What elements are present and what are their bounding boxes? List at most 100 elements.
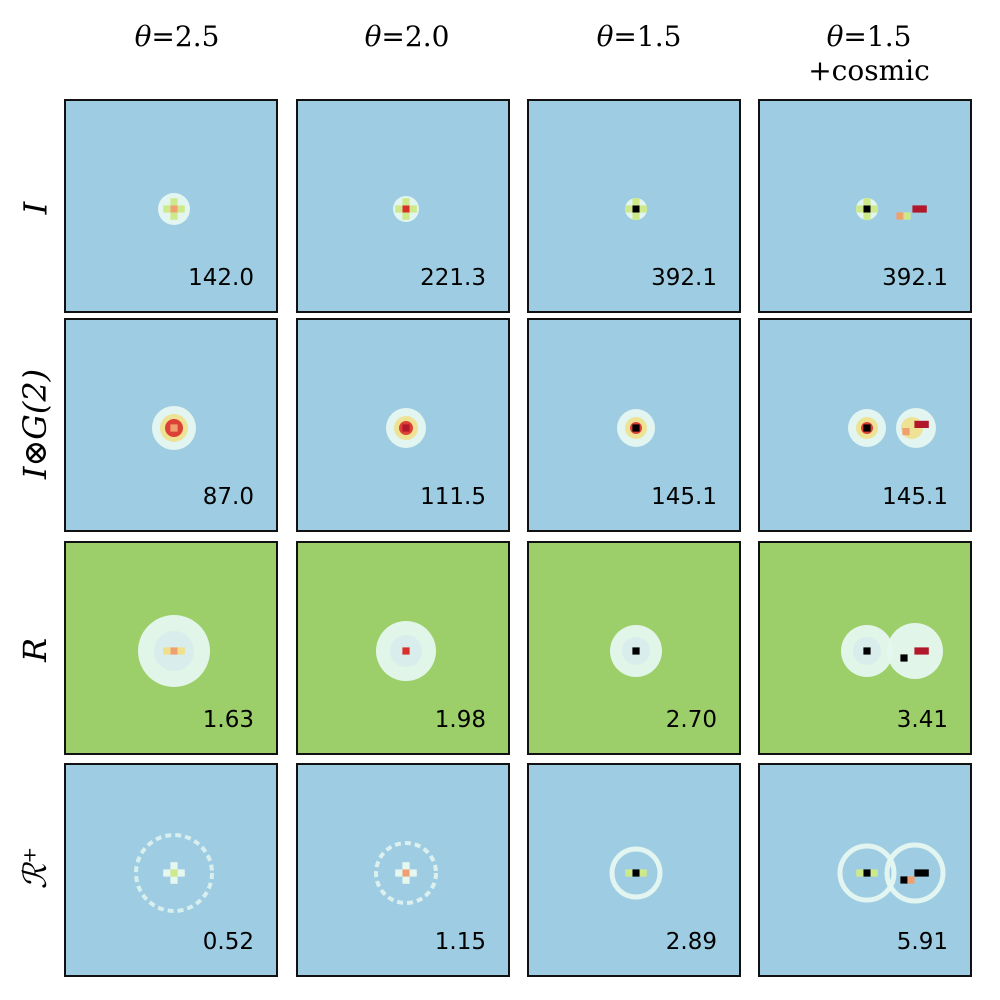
row-label-R: R (16, 637, 54, 663)
theta-symbol: θ (364, 20, 382, 53)
pixel (863, 198, 871, 206)
pixel (402, 869, 410, 877)
psf-ring (884, 842, 946, 904)
panel-image (617, 409, 655, 447)
peak-pixel (863, 205, 871, 213)
peak-pixel (632, 424, 640, 432)
pixel (863, 212, 871, 220)
panel-value: 5.91 (896, 929, 948, 955)
cosmic-ray-pixel (900, 876, 908, 884)
panel-value: 145.1 (651, 484, 717, 510)
pixel (170, 198, 178, 206)
psf-ring (134, 833, 214, 913)
panel-R-col2: 1.98 (296, 541, 510, 755)
cosmic-ray-pixel (914, 869, 929, 877)
panel-I-conv-G2-col3: 145.1 (527, 318, 741, 532)
panel-I-col4: 392.1 (758, 99, 972, 313)
theta-symbol: θ (134, 20, 152, 53)
cosmic-ray-pixel (903, 212, 911, 220)
panel-image (610, 625, 662, 677)
pixel (395, 205, 403, 213)
panel-value: 1.98 (434, 707, 486, 733)
panel-value: 145.1 (882, 484, 948, 510)
pixel (632, 198, 640, 206)
column-title-theta-2-5: θ=2.5 (62, 20, 292, 54)
pixel (639, 869, 647, 877)
panel-value: 142.0 (188, 265, 254, 291)
panel-value: 87.0 (202, 484, 254, 510)
peak-pixel (170, 647, 178, 655)
panel-image (134, 833, 214, 913)
cosmic-ray-pixel (896, 212, 904, 220)
cosmic-ray-pixel (907, 876, 915, 884)
row-label-I: I (15, 201, 54, 215)
peak-pixel (402, 424, 410, 432)
theta-symbol: θ (596, 20, 614, 53)
panel-R-plus-col4: 5.91 (758, 763, 972, 977)
peak-pixel (863, 424, 871, 432)
column-title-theta-1-5: θ=1.5 (524, 20, 754, 54)
column-subtitle-cosmic: +cosmic (808, 54, 930, 87)
peak-pixel (632, 869, 640, 877)
panel-R-col4: 3.41 (758, 541, 972, 755)
pixel (163, 205, 171, 213)
psf-ring (374, 841, 438, 905)
panel-image (848, 408, 936, 448)
panel-image (841, 623, 943, 679)
column-title-theta-2-0: θ=2.0 (292, 20, 522, 54)
panel-image (374, 841, 438, 905)
pixel (177, 869, 185, 877)
panel-value: 3.41 (896, 707, 948, 733)
panel-value: 1.15 (434, 929, 486, 955)
panel-I-col1: 142.0 (64, 99, 278, 313)
peak-pixel (170, 424, 178, 432)
pixel (402, 876, 410, 884)
pixel (870, 205, 878, 213)
panel-R-plus-col1: 0.52 (64, 763, 278, 977)
pixel (395, 869, 403, 877)
panel-image (386, 408, 426, 448)
peak-pixel (863, 647, 871, 655)
theta-symbol: θ (826, 20, 844, 53)
panel-value: 392.1 (882, 265, 948, 291)
pixel (402, 198, 410, 206)
row-label-I-conv-G2: I⊗G(2) (16, 368, 54, 480)
panel-R-plus-col2: 1.15 (296, 763, 510, 977)
column-title-theta-1-5-cosmic: θ=1.5 +cosmic (754, 20, 984, 88)
pixel (170, 876, 178, 884)
theta-value: =1.5 (843, 20, 912, 53)
panel-I-col3: 392.1 (527, 99, 741, 313)
panel-I-conv-G2-col2: 111.5 (296, 318, 510, 532)
pixel (632, 212, 640, 220)
panel-I-col2: 221.3 (296, 99, 510, 313)
panel-value: 221.3 (420, 265, 486, 291)
panel-image (393, 196, 419, 222)
panel-I-conv-G2-col4: 145.1 (758, 318, 972, 532)
panel-value: 2.89 (665, 929, 717, 955)
panel-image (609, 846, 663, 900)
pixel (163, 647, 171, 655)
theta-value: =2.5 (151, 20, 220, 53)
cosmic-ray-pixel (914, 420, 929, 428)
cosmic-ray-pixel (912, 205, 927, 213)
peak-pixel (632, 205, 640, 213)
pixel (177, 647, 185, 655)
pixel (856, 869, 864, 877)
pixel (170, 205, 178, 213)
theta-value: =2.0 (381, 20, 450, 53)
pixel (625, 205, 633, 213)
panel-R-plus-col3: 2.89 (527, 763, 741, 977)
panel-image (837, 842, 946, 904)
pixel (639, 205, 647, 213)
pixel (402, 205, 410, 213)
cosmic-ray-pixel (900, 654, 908, 662)
panel-image (158, 193, 190, 225)
pixel (625, 869, 633, 877)
panel-value: 111.5 (420, 484, 486, 510)
pixel (856, 205, 864, 213)
psf-ring (609, 846, 663, 900)
peak-pixel (402, 647, 410, 655)
panel-R-col3: 2.70 (527, 541, 741, 755)
panel-image (856, 198, 927, 220)
panel-image (625, 198, 647, 220)
